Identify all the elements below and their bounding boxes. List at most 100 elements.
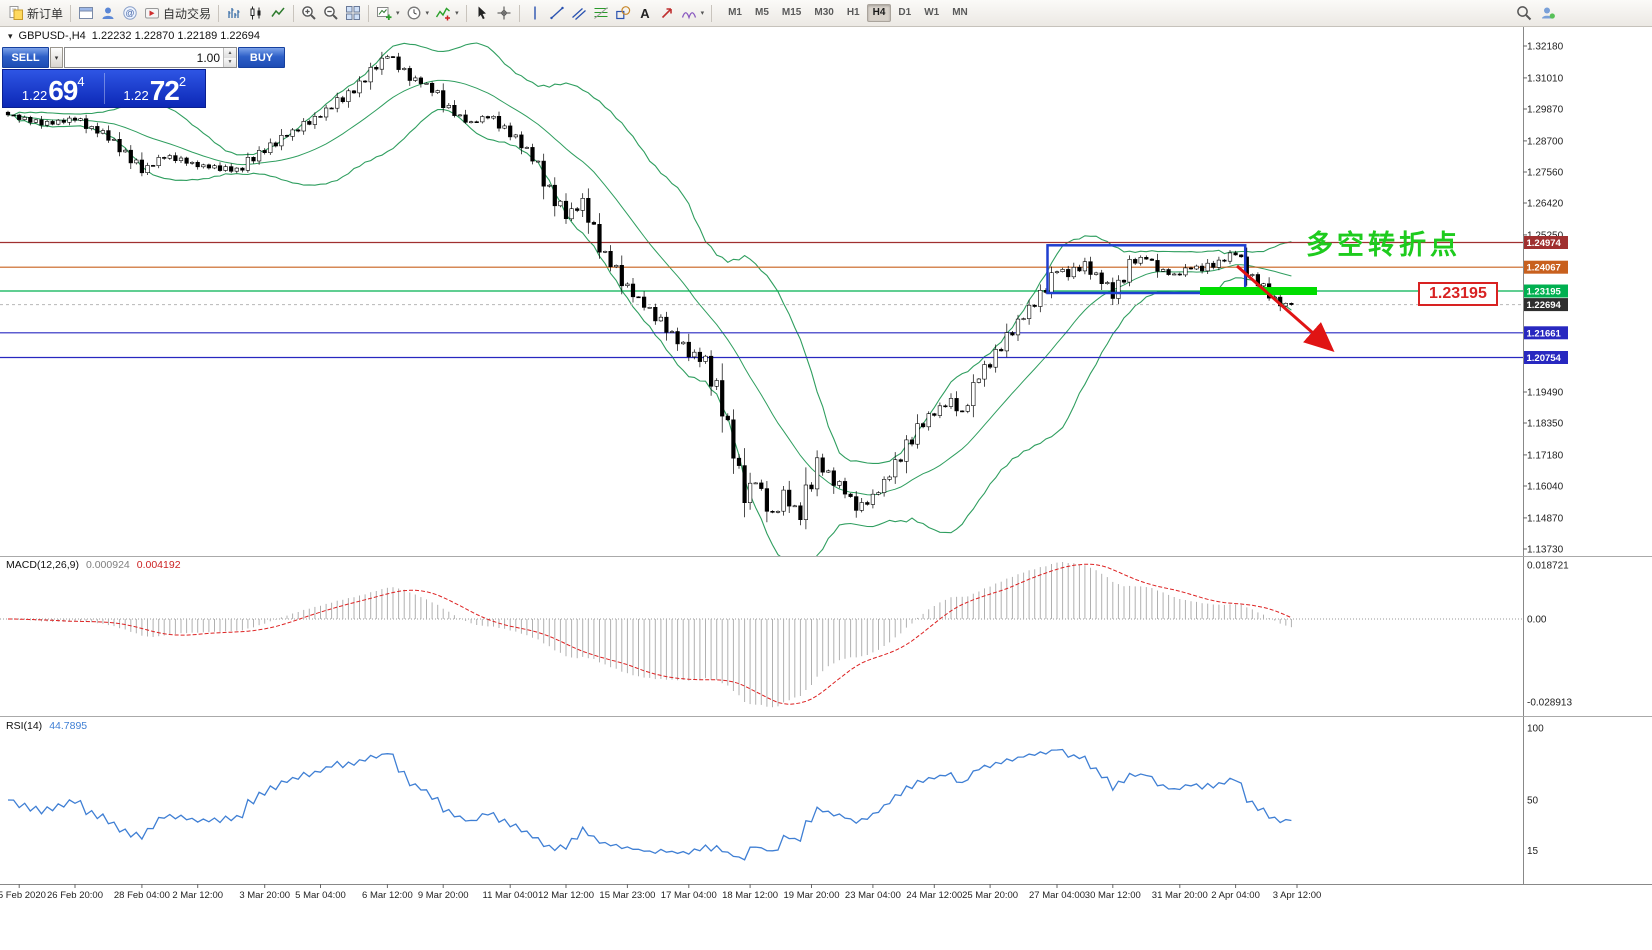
candles-button[interactable] [245, 2, 267, 24]
new-chart-button[interactable]: ▾ [373, 2, 403, 24]
rsi-value: 44.7895 [49, 720, 88, 732]
arrows-button[interactable] [656, 2, 678, 24]
price-level-tag [1524, 260, 1568, 274]
time-tick-label: 23 Mar 04:00 [845, 890, 901, 901]
layouts-button[interactable] [75, 2, 97, 24]
new-order-button[interactable]: 新订单 [5, 2, 66, 24]
tile-windows-icon [346, 6, 361, 20]
time-tick-label: 12 Mar 12:00 [538, 890, 594, 901]
bid-price[interactable]: 1.22 69 4 [3, 70, 104, 107]
price-tick-label: 1.16040 [1527, 482, 1564, 493]
autotrading-button[interactable]: 自动交易 [141, 2, 214, 24]
volume-stepper[interactable]: ▲ ▼ [223, 48, 236, 67]
new-order-button-label: 新订单 [27, 6, 64, 21]
timeframe-m30-button[interactable]: M30 [814, 7, 834, 18]
tile-windows-button[interactable] [342, 2, 364, 24]
community-icon: @ [123, 6, 137, 20]
timeframe-m15-button[interactable]: M15 [781, 7, 802, 18]
rsi-axis-label: 100 [1527, 724, 1544, 735]
community-button[interactable]: @ [119, 2, 141, 24]
indicators-button-caret-icon: ▾ [455, 10, 459, 17]
period-button[interactable]: ▾ [403, 2, 433, 24]
buy-button[interactable]: BUY [238, 47, 285, 68]
timeframe-mn-button[interactable]: MN [952, 7, 968, 18]
sell-button[interactable]: SELL [2, 47, 49, 68]
channel-button[interactable] [568, 2, 590, 24]
horizontal-levels [0, 241, 1523, 359]
support-button[interactable] [1537, 2, 1559, 24]
toolbar-separator [518, 4, 520, 22]
price-tick-label: 1.28700 [1527, 136, 1564, 147]
shapes-button[interactable] [612, 2, 634, 24]
ask-price[interactable]: 1.22 72 2 [105, 70, 206, 107]
cursor-button[interactable] [471, 2, 493, 24]
macd-axis-label: -0.028913 [1527, 698, 1572, 709]
toolbar-separator [465, 4, 467, 22]
line-chart-button[interactable] [267, 2, 289, 24]
bar-chart-icon [228, 8, 240, 18]
price-level-tag-label: 1.24974 [1527, 238, 1562, 249]
price-tick-label: 1.25250 [1527, 230, 1564, 241]
price-tick-label: 1.14870 [1527, 513, 1564, 524]
timeframe-m1-button[interactable]: M1 [728, 7, 742, 18]
price-axis: 1.32180 1.31010 1.29870 1.28700 1.27560 1.264… [1523, 27, 1568, 884]
price-tick-label: 1.32180 [1527, 42, 1564, 53]
volume-field: ▲▼ [64, 47, 237, 68]
svg-text:A: A [640, 6, 650, 21]
fibonacci-button[interactable] [590, 2, 612, 24]
zoom-out-button[interactable] [320, 2, 342, 24]
time-tick-label: 30 Mar 12:00 [1085, 890, 1141, 901]
consolidation-box[interactable] [1046, 244, 1247, 295]
timeframe-d1-button[interactable]: D1 [898, 7, 912, 18]
price-level-tag [1524, 284, 1568, 298]
price-tick-label: 1.26420 [1527, 199, 1564, 210]
line-chart-icon [271, 7, 285, 17]
bid-price-small: 1.22 [21, 88, 48, 104]
crosshair-icon [497, 6, 511, 20]
toolbar-separator [711, 4, 713, 22]
search-icon [1517, 6, 1532, 21]
volume-down-icon[interactable]: ▼ [224, 57, 236, 67]
vertical-line-button[interactable] [524, 2, 546, 24]
trade-panel-collapse-icon[interactable]: ▾ [8, 30, 13, 41]
bar-chart-button[interactable] [223, 2, 245, 24]
price-tick-label: 1.27560 [1527, 168, 1564, 179]
indicators-button[interactable]: ▾ [432, 2, 462, 24]
support-highlight-bar[interactable] [1200, 287, 1317, 295]
rsi-title: RSI(14) [6, 720, 43, 732]
macd-axis-label: 0.00 [1527, 615, 1547, 626]
timeframe-h4-button[interactable]: H4 [866, 4, 892, 22]
bid-price-sup: 4 [77, 74, 85, 89]
time-tick-label: 24 Mar 12:00 [906, 890, 962, 901]
timeframe-w1-button[interactable]: W1 [924, 7, 940, 18]
time-tick-label: 28 Feb 04:00 [114, 890, 170, 901]
timeframe-switcher: M1 M5 M15 M30 H1 H4 D1 W1 MN [722, 4, 974, 22]
layouts-icon [79, 7, 94, 19]
period-button-caret-icon: ▾ [425, 10, 430, 17]
search-button[interactable] [1513, 2, 1535, 24]
macd-signal-value: 0.004192 [136, 559, 181, 571]
time-tick-label: 15 Mar 23:00 [599, 890, 655, 901]
profile-button[interactable] [97, 2, 119, 24]
time-tick-label: 6 Mar 12:00 [362, 890, 413, 901]
timeframe-m5-button[interactable]: M5 [755, 7, 769, 18]
zoom-in-icon [302, 6, 316, 20]
time-tick-label: 2 Mar 12:00 [172, 890, 223, 901]
volume-up-icon[interactable]: ▲ [224, 48, 236, 58]
time-tick-label: 3 Apr 12:00 [1273, 890, 1322, 901]
volume-input[interactable] [65, 48, 223, 67]
volume-dropdown-icon[interactable]: ▾ [50, 47, 63, 68]
toolbar-separator [218, 4, 220, 22]
crosshair-button[interactable] [493, 2, 515, 24]
price-tick-label: 1.18350 [1527, 419, 1564, 430]
down-trend-arrow[interactable] [1236, 264, 1335, 352]
text-button[interactable]: A [634, 2, 656, 24]
price-level-tag [1524, 236, 1568, 249]
vline-icon [533, 6, 536, 20]
candles-icon [250, 6, 261, 20]
timeframe-h1-button[interactable]: H1 [846, 7, 860, 18]
cycles-button[interactable]: ▾ [678, 2, 708, 24]
trendline-button[interactable] [546, 2, 568, 24]
zoom-in-button[interactable] [298, 2, 320, 24]
